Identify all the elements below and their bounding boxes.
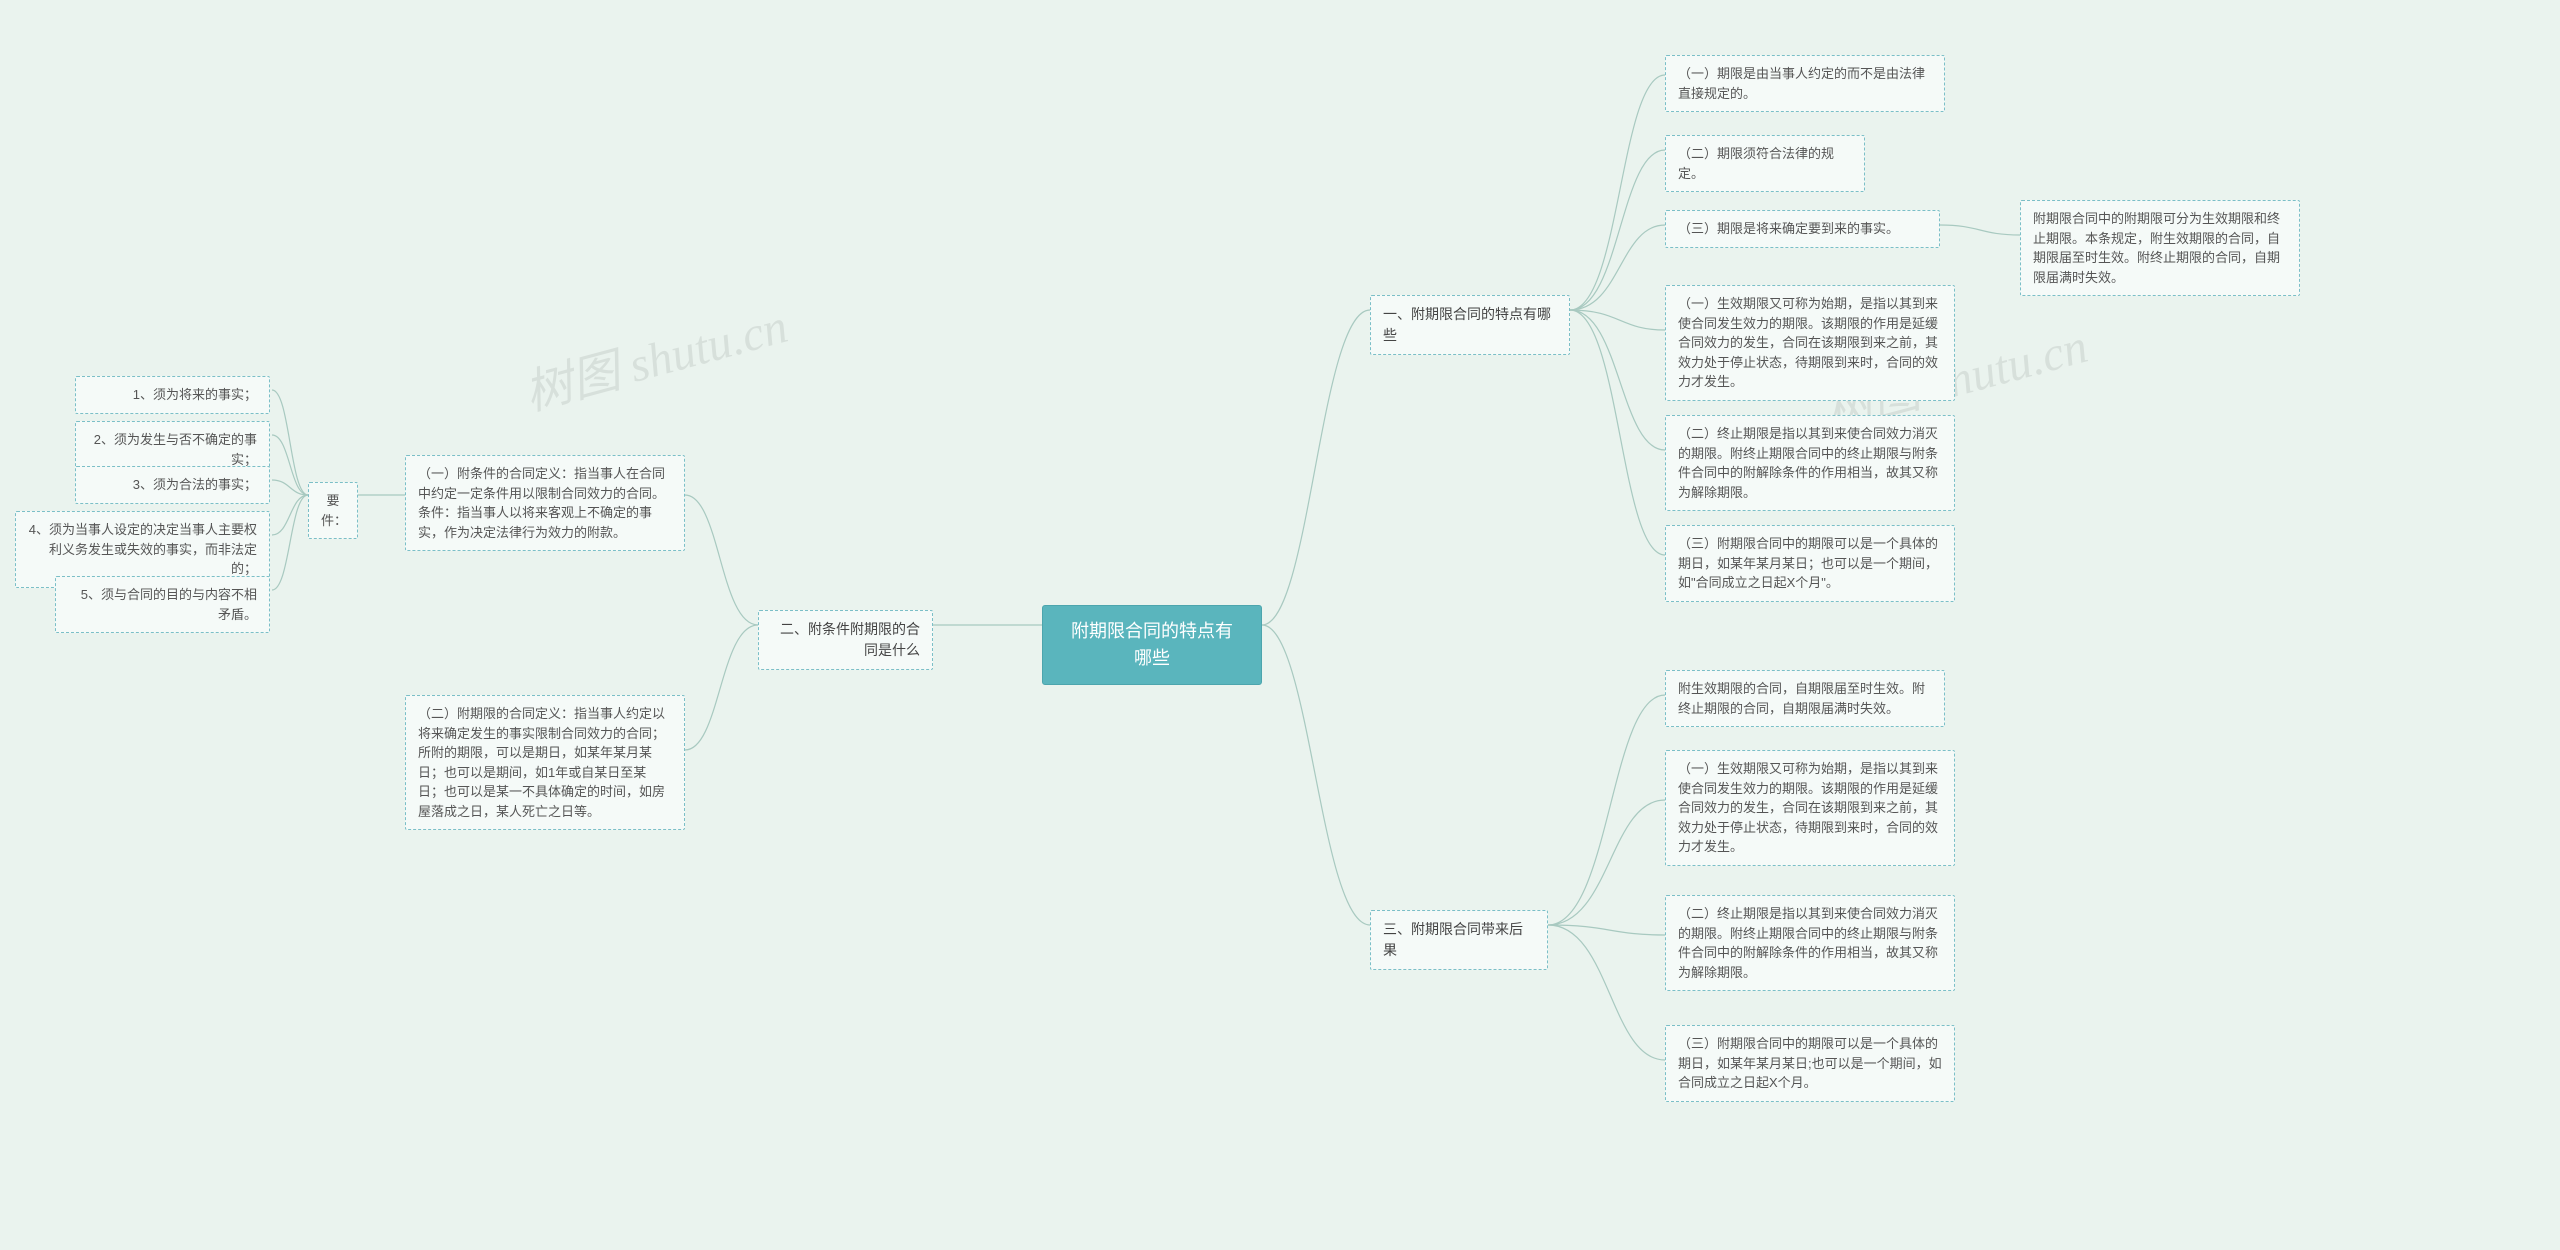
watermark: 树图 shutu.cn — [516, 286, 794, 423]
branch-3-child-2: （一）生效期限又可称为始期，是指以其到来使合同发生效力的期限。该期限的作用是延缓… — [1665, 750, 1955, 866]
branch-2-req-3: 3、须为合法的事实； — [75, 466, 270, 504]
connectors — [260, 0, 2560, 1250]
branch-2-child-2: （二）附期限的合同定义：指当事人约定以将来确定发生的事实限制合同效力的合同；所附… — [405, 695, 685, 830]
branch-3-child-1: 附生效期限的合同，自期限届至时生效。附终止期限的合同，自期限届满时失效。 — [1665, 670, 1945, 727]
root-node: 附期限合同的特点有哪些 — [1042, 605, 1262, 685]
branch-2-req-1: 1、须为将来的事实； — [75, 376, 270, 414]
branch-1-child-1: （一）期限是由当事人约定的而不是由法律直接规定的。 — [1665, 55, 1945, 112]
branch-1: 一、附期限合同的特点有哪些 — [1370, 295, 1570, 355]
branch-3: 三、附期限合同带来后果 — [1370, 910, 1548, 970]
mindmap-canvas: 树图 shutu.cn 树图 shutu.cn — [260, 0, 2560, 1250]
branch-2-req-label: 要件： — [308, 482, 358, 539]
branch-1-child-5: （二）终止期限是指以其到来使合同效力消灭的期限。附终止期限合同中的终止期限与附条… — [1665, 415, 1955, 511]
branch-3-child-4: （三）附期限合同中的期限可以是一个具体的期日，如某年某月某日;也可以是一个期间，… — [1665, 1025, 1955, 1102]
branch-1-child-3-sub: 附期限合同中的附期限可分为生效期限和终止期限。本条规定，附生效期限的合同，自期限… — [2020, 200, 2300, 296]
branch-1-child-4: （一）生效期限又可称为始期，是指以其到来使合同发生效力的期限。该期限的作用是延缓… — [1665, 285, 1955, 401]
branch-1-child-2: （二）期限须符合法律的规定。 — [1665, 135, 1865, 192]
branch-2-child-1: （一）附条件的合同定义：指当事人在合同中约定一定条件用以限制合同效力的合同。条件… — [405, 455, 685, 551]
branch-1-child-6: （三）附期限合同中的期限可以是一个具体的期日，如某年某月某日；也可以是一个期间，… — [1665, 525, 1955, 602]
branch-1-child-3: （三）期限是将来确定要到来的事实。 — [1665, 210, 1940, 248]
branch-2: 二、附条件附期限的合同是什么 — [758, 610, 933, 670]
branch-2-req-5: 5、须与合同的目的与内容不相矛盾。 — [55, 576, 270, 633]
branch-3-child-3: （二）终止期限是指以其到来使合同效力消灭的期限。附终止期限合同中的终止期限与附条… — [1665, 895, 1955, 991]
